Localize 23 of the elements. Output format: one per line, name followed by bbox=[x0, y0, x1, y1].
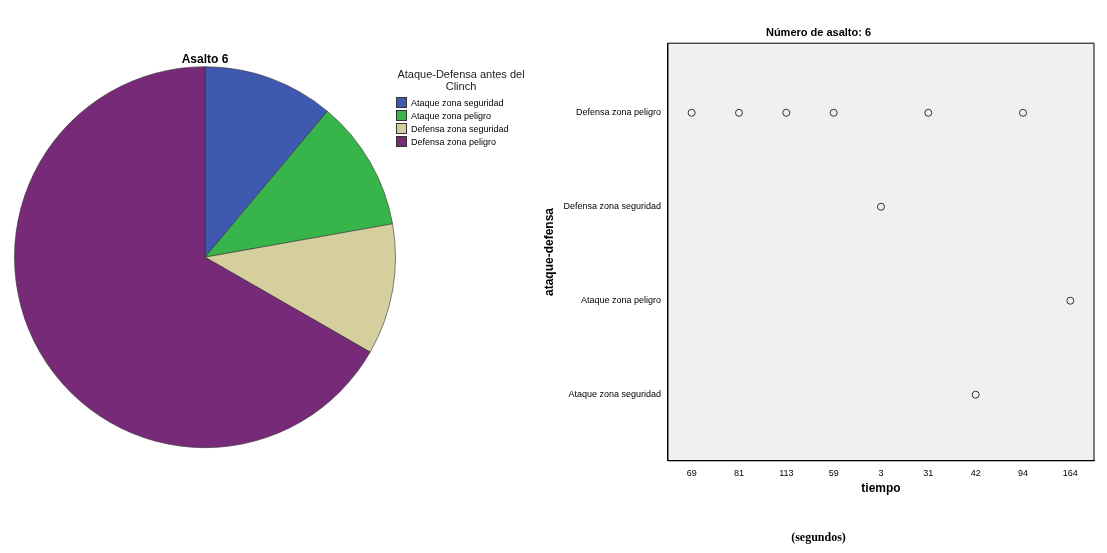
text: Ataque zona peligro bbox=[580, 295, 661, 306]
chart-title: Asalto 6 bbox=[181, 51, 229, 66]
y-axis-title: ataque-defensa bbox=[541, 207, 556, 297]
x-tick-label: 3 bbox=[878, 467, 884, 478]
x-tick-label: 94 bbox=[1017, 467, 1028, 478]
x-axis-title: tiempo bbox=[861, 481, 901, 496]
chart-title: Número de asalto: 6 bbox=[765, 25, 872, 38]
x-tick-label: 31 bbox=[923, 467, 934, 478]
legend-label: Defensa zona peligro bbox=[411, 136, 497, 147]
legend-label: Ataque zona seguridad bbox=[411, 97, 504, 108]
x-tick-label: 81 bbox=[733, 467, 744, 478]
x-tick-label: 59 bbox=[828, 467, 839, 478]
x-tick-label: 164 bbox=[1062, 467, 1078, 478]
x-tick-label: 69 bbox=[686, 467, 697, 478]
text: Defensa zona peligro bbox=[575, 107, 661, 118]
x-tick-label: 113 bbox=[779, 467, 794, 478]
legend-title: Ataque-Defensa antes del Clinch bbox=[396, 68, 526, 92]
x-tick-label: 42 bbox=[970, 467, 981, 478]
text: Defensa zona seguridad bbox=[563, 201, 661, 212]
legend-label: Ataque zona peligro bbox=[411, 110, 492, 121]
text: (segundos) bbox=[790, 530, 847, 545]
text: Ataque zona seguridad bbox=[568, 389, 661, 400]
legend-label: Defensa zona seguridad bbox=[411, 123, 509, 134]
